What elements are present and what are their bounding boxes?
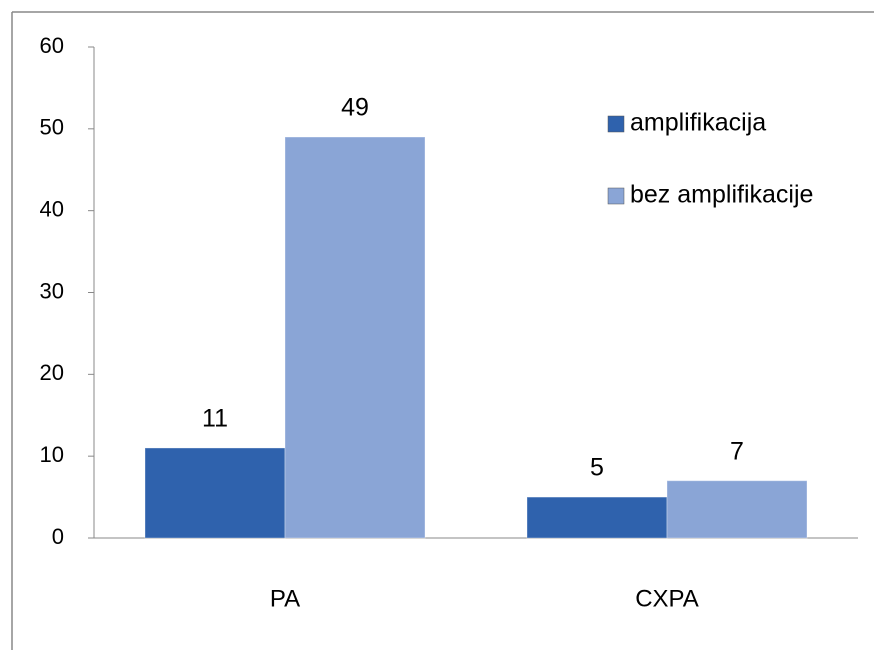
- y-tick-label: 40: [40, 196, 64, 221]
- legend-label: amplifikacija: [630, 109, 766, 137]
- bar: [666, 480, 808, 539]
- value-label: 7: [730, 437, 744, 465]
- value-label: 5: [590, 454, 604, 482]
- y-tick-label: 20: [40, 360, 64, 385]
- bar: [144, 447, 286, 539]
- y-tick-label: 30: [40, 278, 64, 303]
- x-tick-label: CXPA: [635, 585, 699, 612]
- legend-swatch: [607, 187, 625, 205]
- y-tick-label: 50: [40, 115, 64, 140]
- bar: [526, 496, 668, 539]
- legend-label: bez amplifikacije: [630, 181, 813, 209]
- legend-swatch: [607, 115, 625, 133]
- value-label: 11: [202, 405, 228, 433]
- y-tick-label: 0: [52, 524, 64, 549]
- x-tick-label: PA: [270, 585, 300, 612]
- value-label: 49: [341, 94, 369, 122]
- bar: [284, 136, 426, 539]
- y-tick-label: 60: [40, 33, 64, 58]
- y-tick-label: 10: [40, 442, 64, 467]
